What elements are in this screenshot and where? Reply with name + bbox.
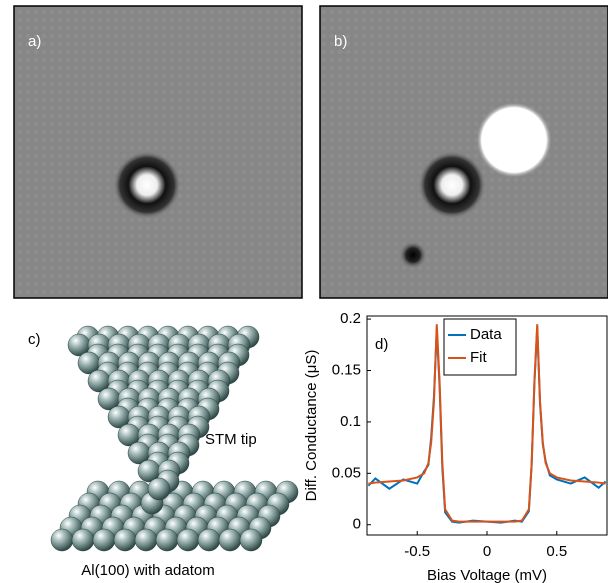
bright-spot	[476, 102, 552, 178]
panel-c: c) STM tip Al(100) with adatom	[28, 325, 299, 579]
legend-label: Data	[470, 326, 502, 343]
atom	[50, 528, 74, 552]
x-tick-label: -0.5	[404, 543, 430, 560]
panel-d: d) 0 0.05 0.1 0.15 0.2 -0.5 0 0.5 Bias Voltage (m…	[303, 310, 608, 583]
atom	[176, 528, 200, 552]
panel-label: a)	[28, 33, 41, 50]
panel-a: a)	[13, 5, 303, 299]
stm-image	[319, 5, 608, 299]
atom	[113, 528, 137, 552]
x-axis-label: Bias Voltage (mV)	[427, 567, 547, 583]
tip-label: STM tip	[205, 431, 257, 448]
y-tick-label: 0	[353, 516, 361, 533]
atom	[218, 528, 242, 552]
legend-label: Fit	[470, 349, 487, 366]
stm-image	[13, 5, 303, 299]
panel-label: d)	[375, 336, 388, 353]
atom	[197, 528, 221, 552]
y-tick-label: 0.15	[332, 361, 361, 378]
atom	[147, 477, 171, 501]
dark-spot	[399, 241, 427, 269]
atom	[155, 528, 179, 552]
panel-b: b)	[319, 5, 608, 299]
y-tick-label: 0.2	[340, 310, 361, 327]
atom	[71, 528, 95, 552]
panel-label: c)	[28, 331, 41, 348]
adatom-spot	[113, 151, 181, 219]
x-tick-label: 0.5	[546, 543, 567, 560]
legend-box	[443, 318, 517, 376]
atom	[92, 528, 116, 552]
atom	[134, 528, 158, 552]
x-tick-label: 0	[483, 543, 491, 560]
adatom-spot	[418, 151, 486, 219]
atom	[239, 528, 263, 552]
panel-label: b)	[334, 33, 347, 50]
y-tick-label: 0.1	[340, 413, 361, 430]
y-axis-label: Diff. Conductance (μS)	[303, 350, 320, 502]
plot-frame	[366, 315, 608, 536]
surface-label: Al(100) with adatom	[81, 562, 214, 579]
series-line	[368, 324, 606, 523]
y-tick-label: 0.05	[332, 464, 361, 481]
